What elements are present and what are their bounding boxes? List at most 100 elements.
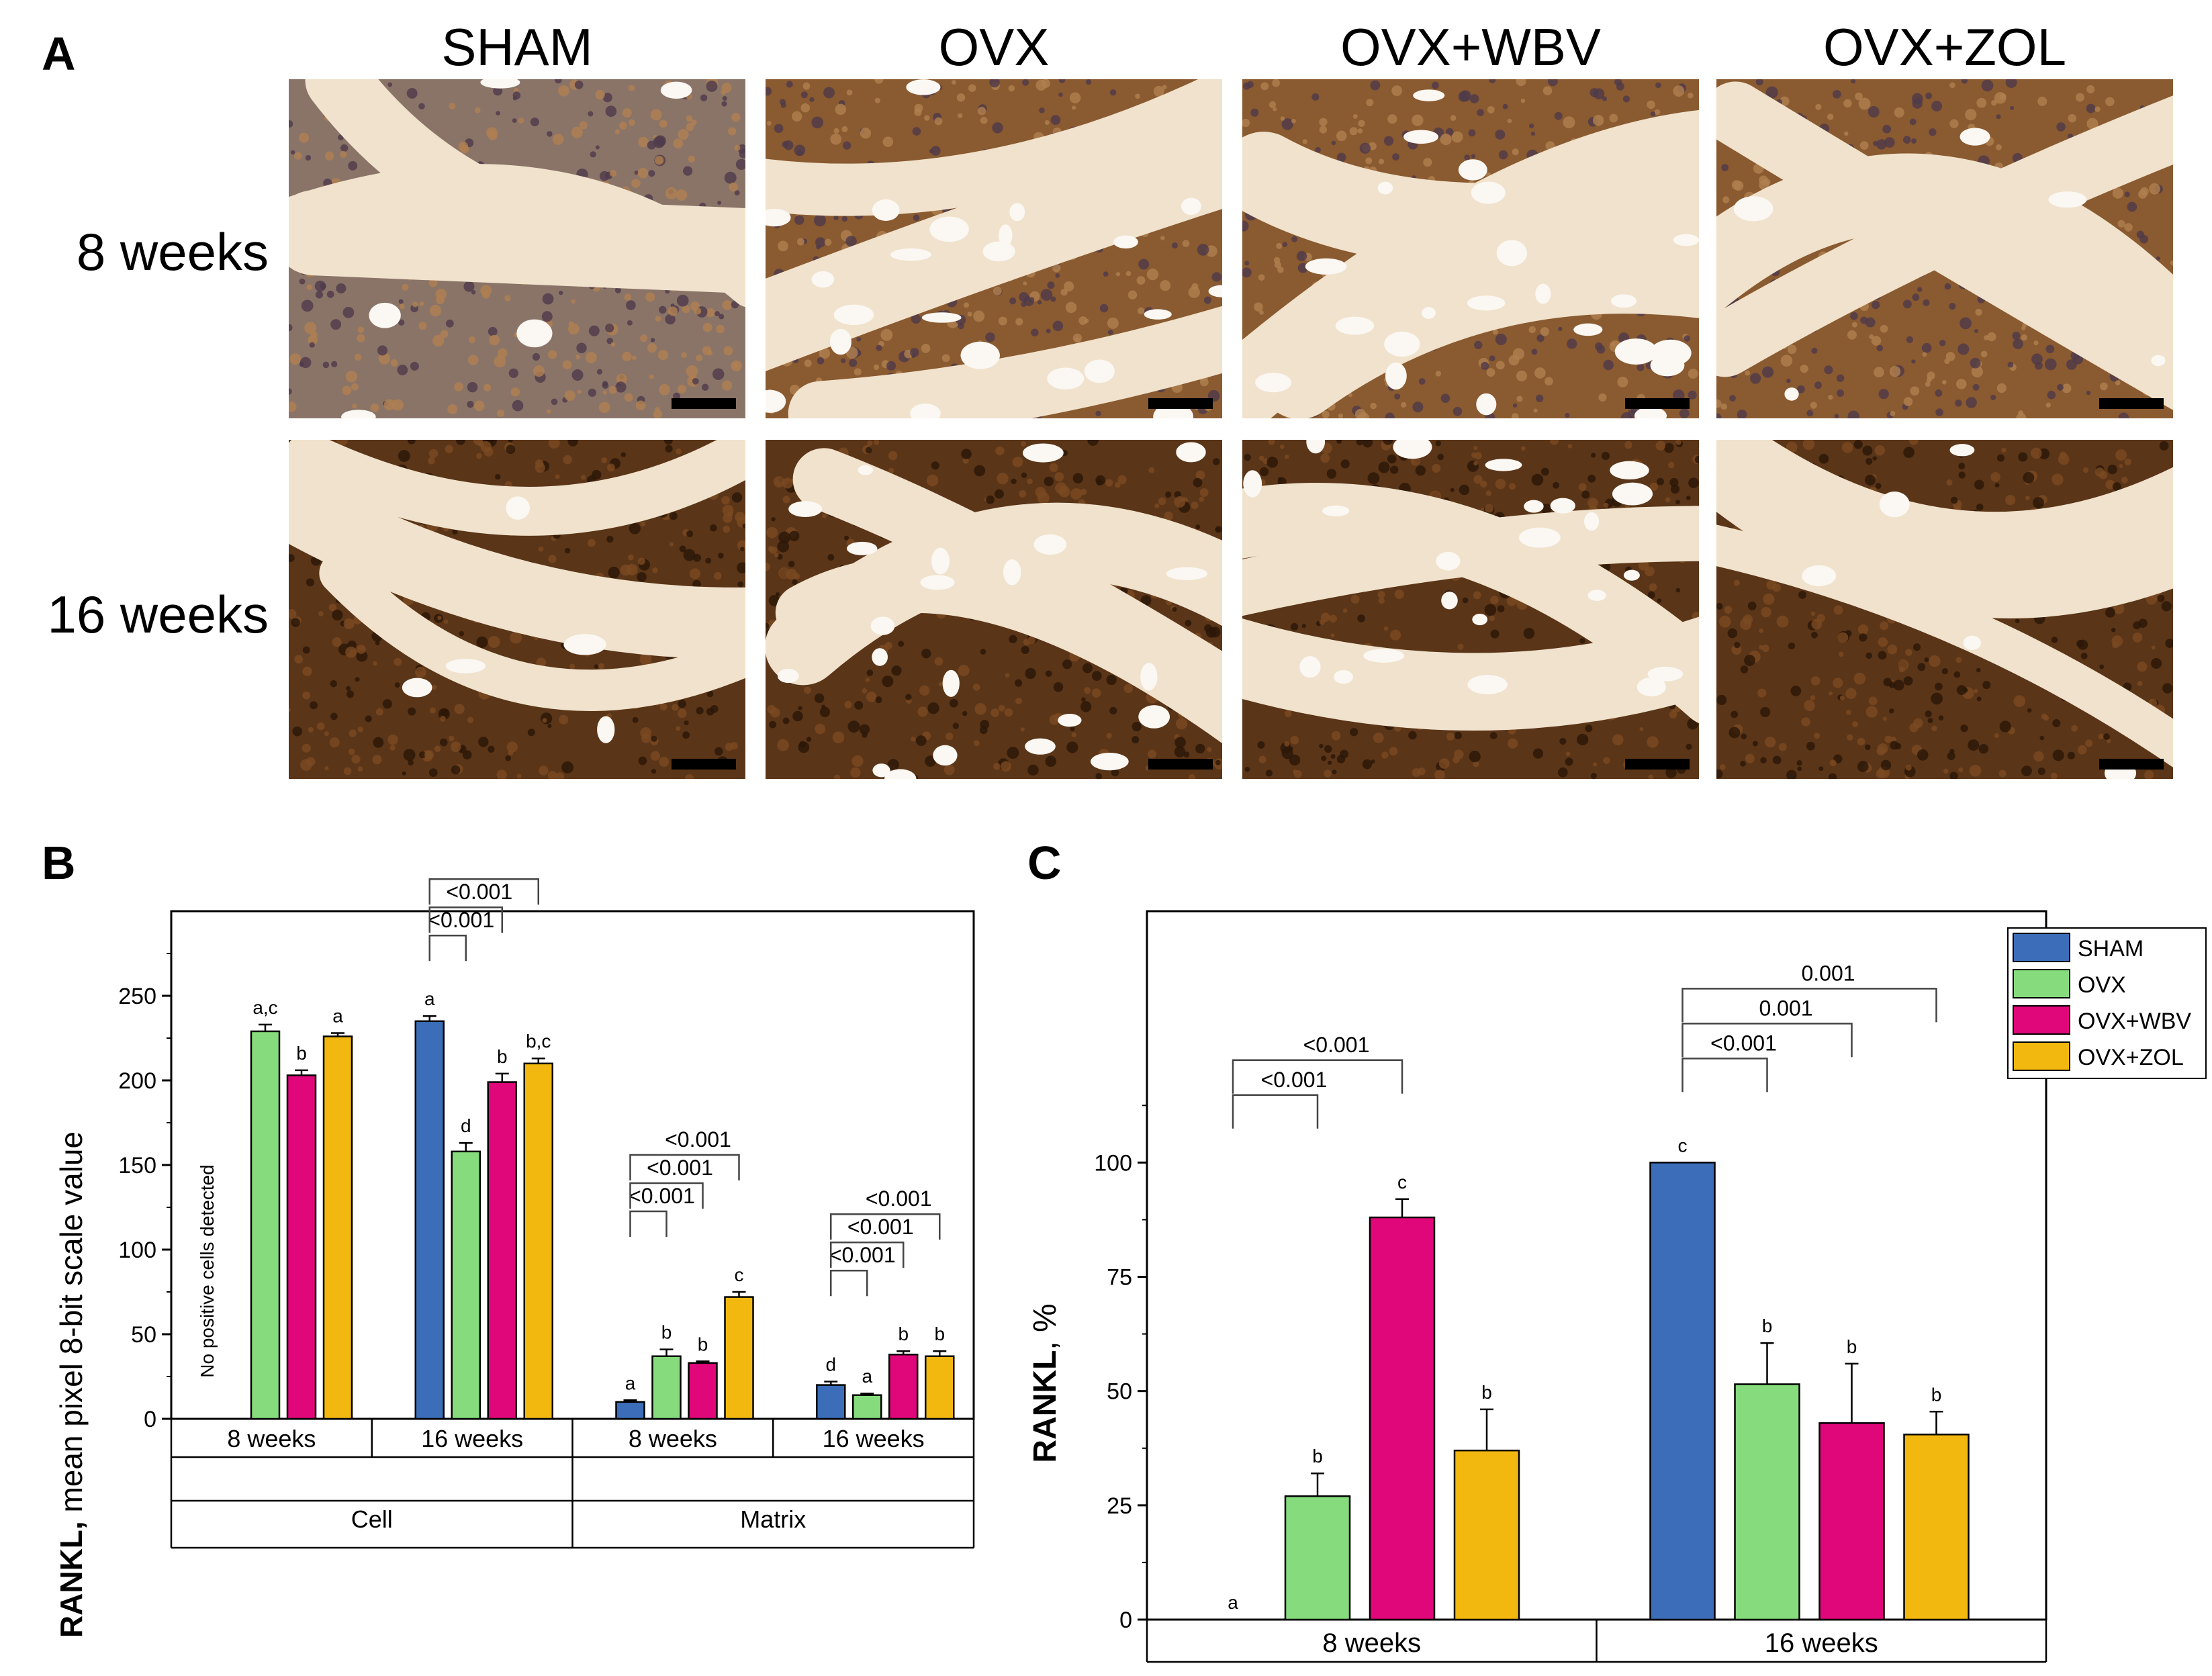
adipocyte-void bbox=[1113, 235, 1138, 249]
cell-dot bbox=[403, 749, 416, 761]
cell-dot bbox=[355, 677, 360, 682]
comparison-bracket bbox=[428, 878, 539, 905]
cell-dot bbox=[431, 684, 437, 690]
cell-dot bbox=[1258, 755, 1266, 763]
cell-dot bbox=[956, 93, 966, 102]
cell-dot bbox=[2161, 601, 2172, 612]
cell-dot bbox=[1763, 593, 1775, 605]
cell-dot bbox=[682, 305, 690, 314]
cell-dot bbox=[428, 457, 435, 465]
cell-dot bbox=[1389, 747, 1398, 756]
cell-dot bbox=[1935, 389, 1943, 397]
cell-dot bbox=[2057, 383, 2064, 391]
cell-dot bbox=[702, 322, 712, 332]
cell-dot bbox=[678, 700, 686, 708]
cell-dot bbox=[632, 716, 639, 723]
cell-dot bbox=[1502, 103, 1508, 109]
cell-dot bbox=[1290, 735, 1299, 745]
adipocyte-void bbox=[1949, 444, 1975, 457]
cell-dot bbox=[2124, 191, 2130, 197]
cell-dot bbox=[1512, 348, 1525, 360]
cell-dot bbox=[1857, 624, 1869, 635]
cell-dot bbox=[1716, 413, 1722, 418]
adipocyte-void bbox=[829, 328, 851, 355]
cell-dot bbox=[725, 743, 733, 751]
cell-dot bbox=[595, 145, 600, 150]
cell-dot bbox=[2021, 334, 2027, 341]
cell-dot bbox=[915, 735, 927, 746]
cell-dot bbox=[2121, 477, 2128, 483]
cell-dot bbox=[483, 383, 492, 391]
cell-dot bbox=[1485, 504, 1493, 513]
column-header-ovx: OVX bbox=[938, 17, 1050, 77]
cell-dot bbox=[563, 455, 572, 465]
cell-dot bbox=[1943, 768, 1949, 774]
cell-dot bbox=[463, 281, 475, 292]
cell-dot bbox=[467, 716, 474, 724]
cell-dot bbox=[1293, 769, 1297, 774]
cell-dot bbox=[778, 531, 791, 544]
cell-dot bbox=[1471, 154, 1476, 158]
cell-dot bbox=[979, 726, 988, 735]
cell-dot bbox=[1902, 136, 1911, 144]
adipocyte-void bbox=[369, 302, 401, 328]
cell-dot bbox=[735, 512, 745, 522]
cell-dot bbox=[1431, 81, 1439, 89]
cell-dot bbox=[867, 440, 873, 447]
cell-dot bbox=[980, 649, 986, 655]
cell-dot bbox=[1876, 344, 1884, 352]
cell-dot bbox=[1330, 633, 1335, 638]
cell-dot bbox=[1324, 745, 1332, 753]
cell-dot bbox=[854, 700, 864, 710]
cell-dot bbox=[1872, 300, 1880, 310]
cell-dot bbox=[841, 126, 848, 132]
cell-dot bbox=[1378, 598, 1385, 604]
cell-dot bbox=[567, 440, 578, 447]
cell-dot bbox=[1080, 488, 1087, 496]
cell-dot bbox=[788, 530, 800, 542]
cell-dot bbox=[1065, 301, 1077, 314]
cell-dot bbox=[729, 182, 738, 192]
cell-dot bbox=[598, 402, 610, 414]
cell-dot bbox=[437, 615, 442, 620]
cell-dot bbox=[809, 97, 815, 102]
cell-dot bbox=[919, 685, 930, 696]
adipocyte-void bbox=[1140, 663, 1158, 691]
adipocyte-void bbox=[1334, 669, 1353, 684]
cell-dot bbox=[865, 678, 870, 682]
cell-dot bbox=[1435, 371, 1442, 377]
cell-dot bbox=[1733, 579, 1740, 586]
cell-dot bbox=[1021, 645, 1029, 655]
adipocyte-void bbox=[872, 763, 890, 778]
cell-dot bbox=[1095, 475, 1106, 485]
adipocyte-void bbox=[1299, 656, 1321, 678]
adipocyte-void bbox=[1963, 635, 1981, 651]
cell-dot bbox=[1373, 732, 1384, 743]
cell-dot bbox=[1846, 734, 1853, 741]
p-value-label: <0.001 bbox=[665, 1127, 731, 1152]
cell-dot bbox=[2010, 105, 2015, 110]
cell-dot bbox=[2001, 447, 2007, 453]
cell-dot bbox=[342, 385, 352, 395]
cell-dot bbox=[1837, 632, 1849, 643]
adipocyte-void bbox=[931, 547, 950, 575]
cell-dot bbox=[1755, 79, 1763, 86]
cell-dot bbox=[985, 332, 995, 342]
cell-dot bbox=[1815, 103, 1822, 110]
cell-dot bbox=[1858, 97, 1871, 110]
parent-category-label: Matrix bbox=[740, 1505, 806, 1533]
cell-dot bbox=[1909, 118, 1917, 126]
legend-swatch bbox=[2013, 1041, 2070, 1071]
cell-dot bbox=[993, 763, 1001, 770]
cell-dot bbox=[1058, 92, 1063, 97]
cell-dot bbox=[1080, 701, 1092, 712]
cell-dot bbox=[1172, 607, 1177, 612]
adipocyte-void bbox=[1421, 307, 1436, 319]
cell-dot bbox=[1923, 299, 1930, 306]
micrograph-sham-16-weeks bbox=[289, 440, 745, 779]
cell-dot bbox=[496, 409, 505, 418]
cell-dot bbox=[860, 128, 872, 139]
adipocyte-void bbox=[1166, 567, 1208, 580]
cell-dot bbox=[859, 724, 870, 735]
cell-dot bbox=[2068, 113, 2077, 123]
